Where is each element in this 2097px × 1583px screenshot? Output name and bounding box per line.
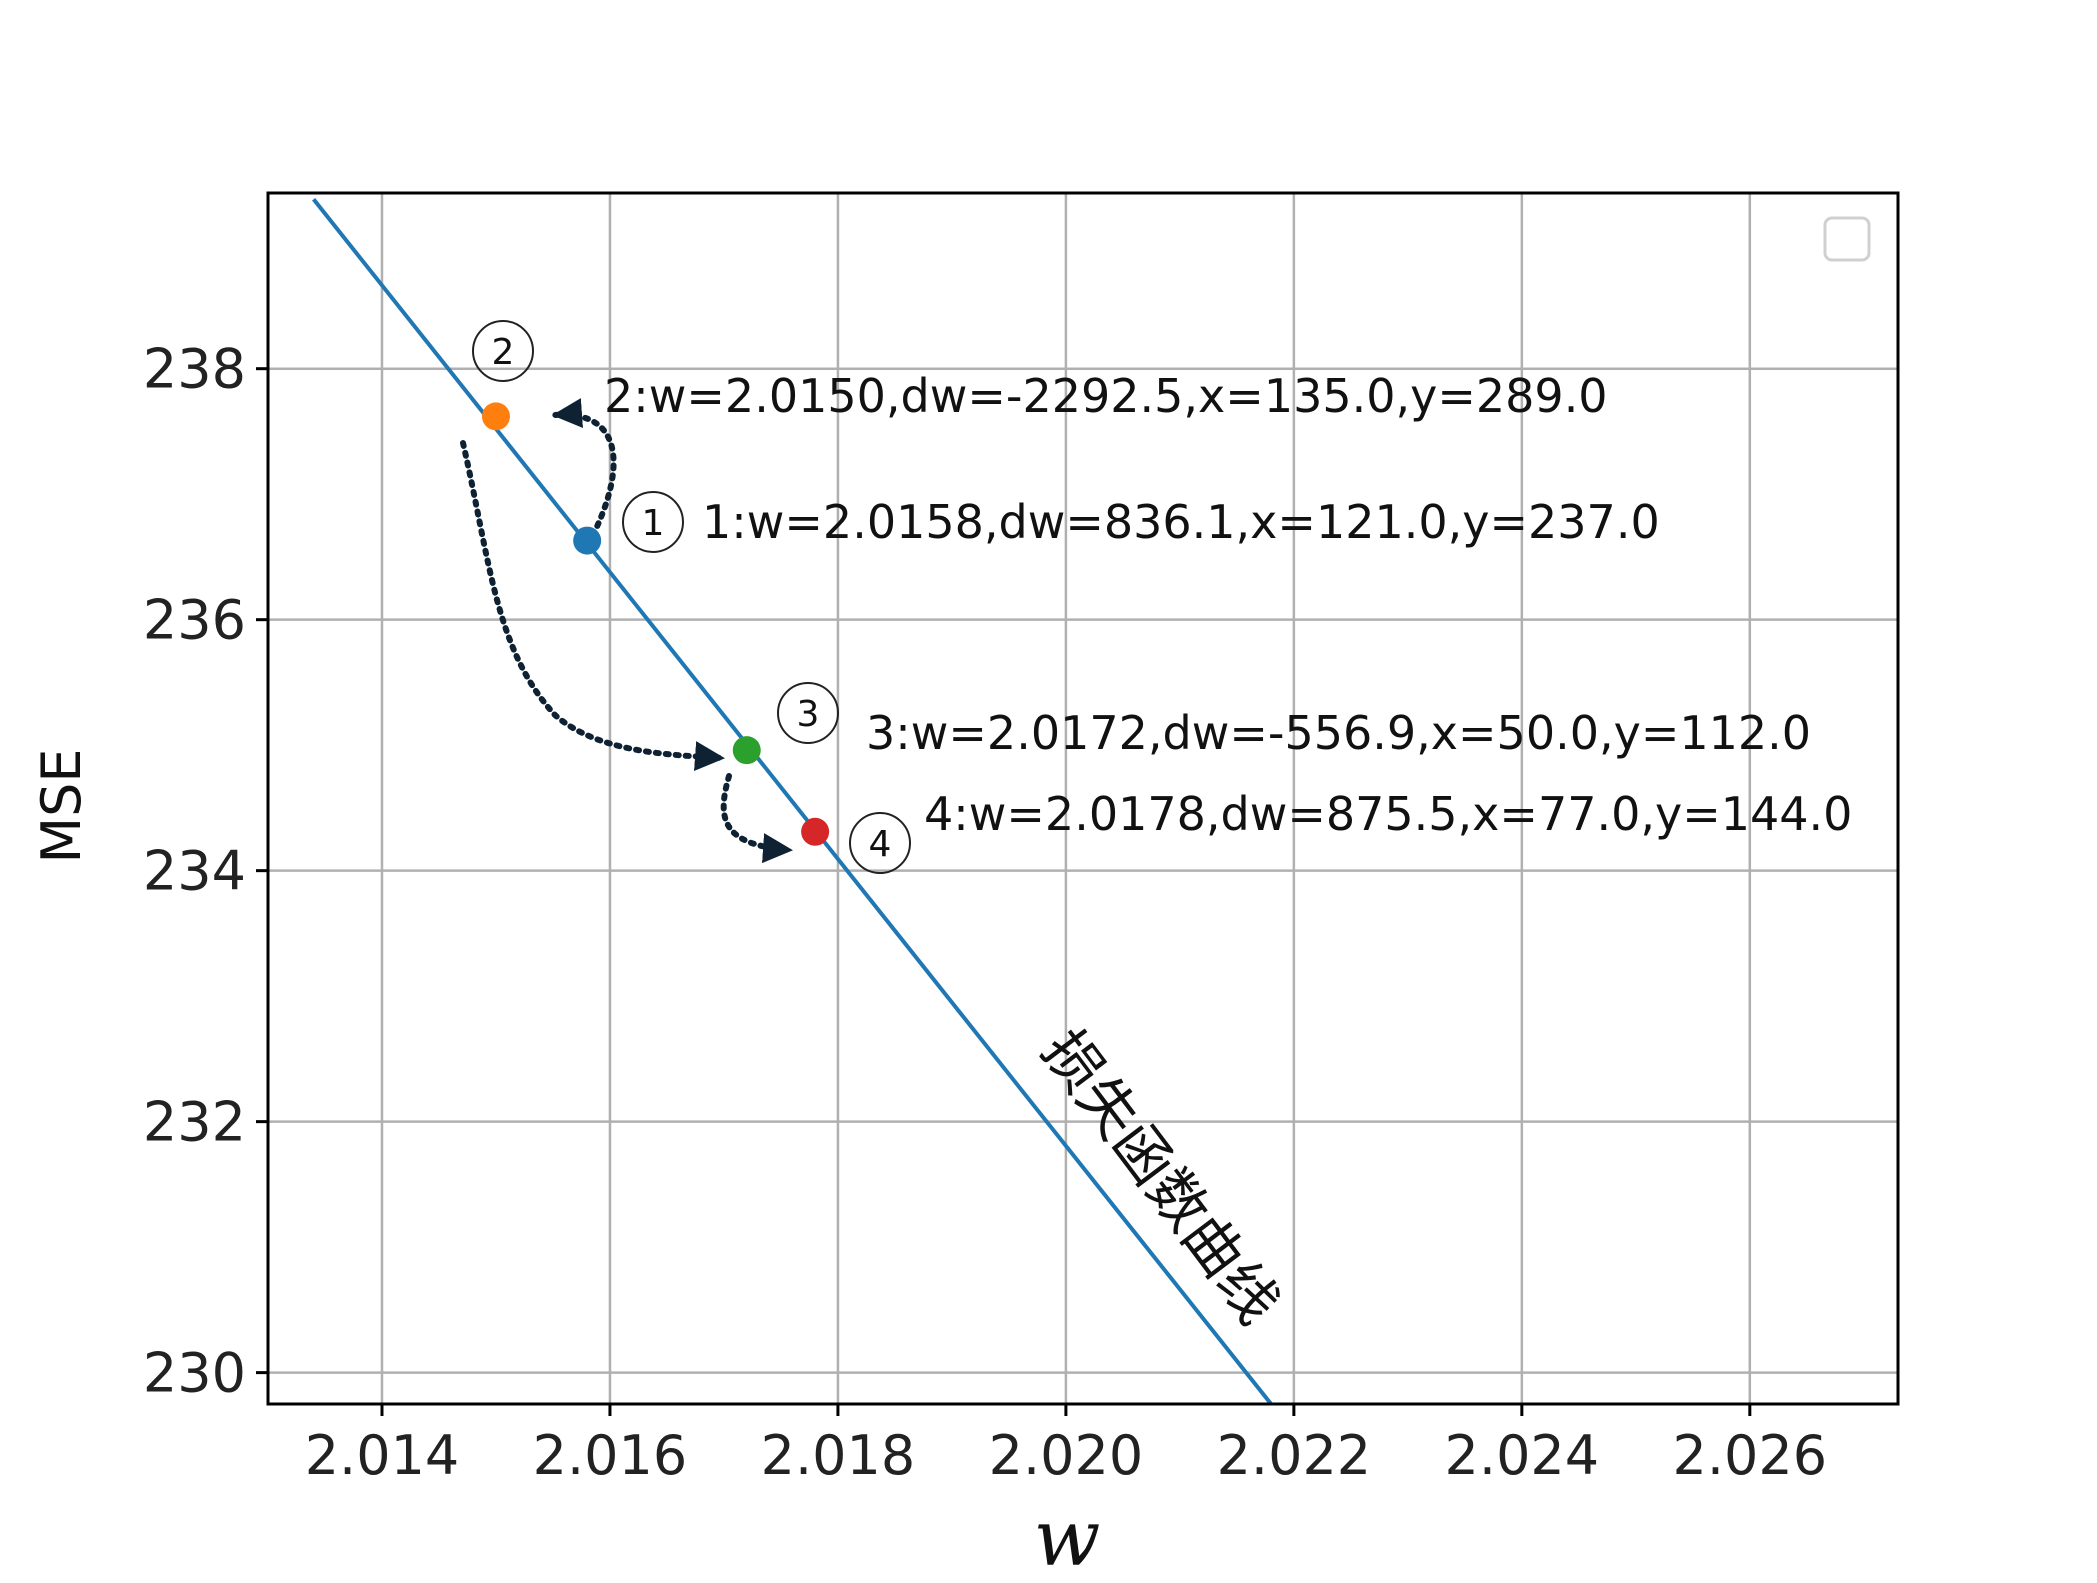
x-axis-label: w	[1034, 1494, 1101, 1583]
x-tick-label: 2.020	[989, 1424, 1144, 1487]
step-marker-3-number: 3	[797, 694, 820, 735]
arrow-3-to-4	[720, 773, 793, 864]
y-tick-label: 236	[143, 589, 246, 652]
step-marker-1-number: 1	[642, 503, 665, 544]
annotation-step-3: 3:w=2.0172,dw=-556.9,x=50.0,y=112.0	[866, 706, 1811, 760]
x-tick-label: 2.016	[533, 1424, 688, 1487]
y-tick-label: 232	[143, 1091, 246, 1154]
annotation-step-4: 4:w=2.0178,dw=875.5,x=77.0,y=144.0	[924, 787, 1852, 841]
grid	[268, 193, 1898, 1404]
step-1-point	[573, 526, 602, 555]
x-tick-label: 2.024	[1445, 1424, 1600, 1487]
x-tick-label: 2.018	[761, 1424, 916, 1487]
step-markers: 1 2 3 4	[472, 320, 911, 874]
step-marker-1: 1	[622, 491, 684, 553]
annotation-step-2: 2:w=2.0150,dw=-2292.5,x=135.0,y=289.0	[604, 369, 1608, 423]
y-tick-label: 230	[143, 1342, 246, 1405]
x-tick-label: 2.026	[1673, 1424, 1828, 1487]
points-layer	[481, 402, 830, 846]
y-axis-label: MSE	[30, 749, 93, 864]
step-marker-4: 4	[849, 812, 911, 874]
y-tick-label: 238	[143, 338, 246, 401]
y-tick-label: 234	[143, 840, 246, 903]
loss-curve-layer	[312, 198, 1273, 1404]
step-marker-4-number: 4	[869, 824, 892, 865]
plot-frame	[266, 191, 1900, 1406]
x-tick-label: 2.022	[1217, 1424, 1372, 1487]
step-marker-2: 2	[472, 320, 534, 382]
step-marker-3: 3	[777, 682, 839, 744]
step-3-point	[732, 736, 761, 765]
ticks: 2.014 2.016 2.018 2.020 2.022 2.024 2.026 230 23…	[143, 338, 1827, 1487]
arrow-2-to-3	[460, 440, 725, 772]
loss-curve-line	[312, 198, 1273, 1404]
arrow-1-to-2	[552, 398, 617, 538]
curve-label: 损失函数曲线	[1029, 1018, 1293, 1337]
legend-box	[1823, 216, 1871, 262]
step-2-point	[481, 402, 510, 431]
x-tick-label: 2.014	[305, 1424, 460, 1487]
step-arrows	[460, 398, 793, 864]
annotation-step-1: 1:w=2.0158,dw=836.1,x=121.0,y=237.0	[702, 495, 1660, 549]
step-4-point	[801, 817, 830, 846]
step-marker-2-number: 2	[492, 332, 515, 373]
